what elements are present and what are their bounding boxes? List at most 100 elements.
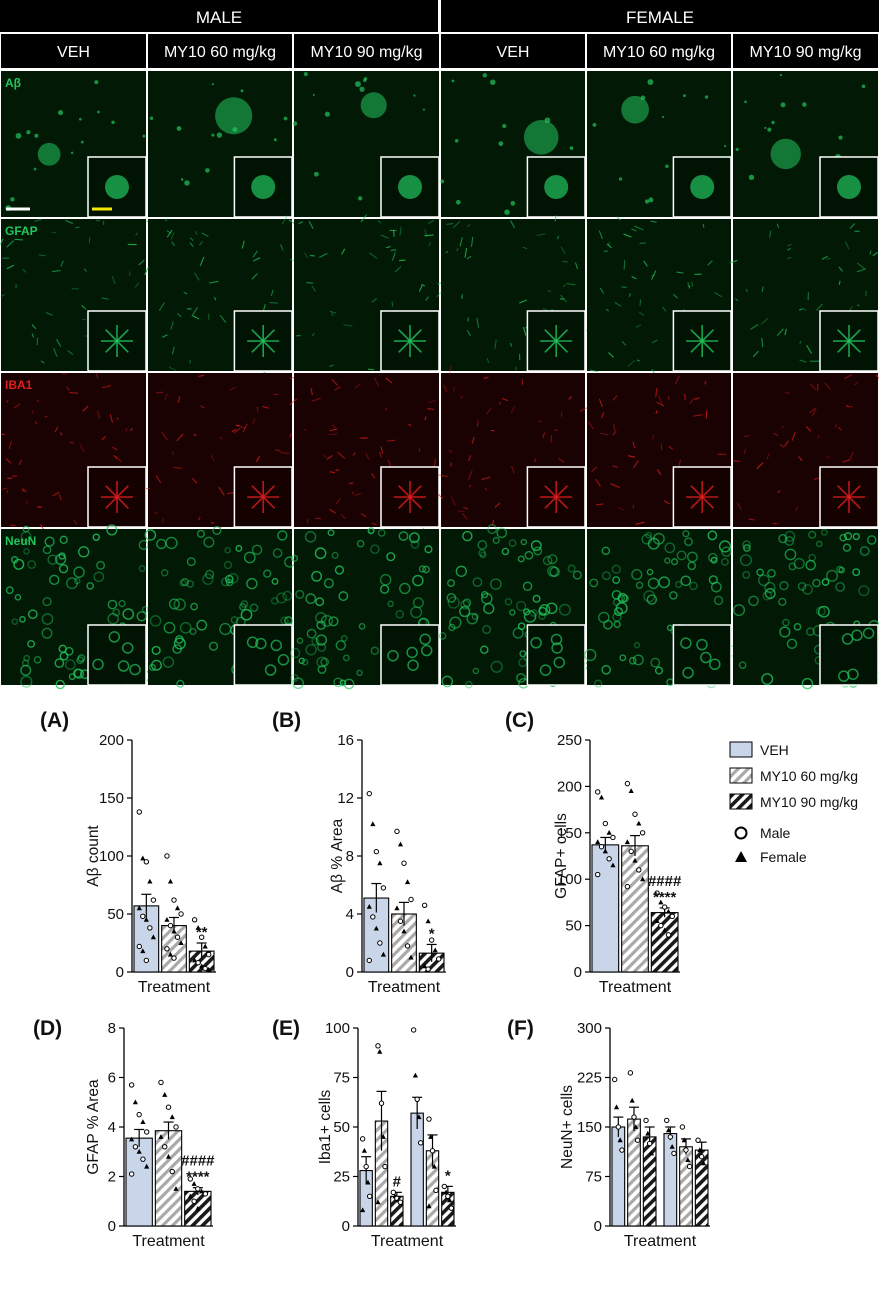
- legend-label: Female: [760, 849, 807, 865]
- neuron-cell: [628, 656, 637, 665]
- inset-plaque: [398, 175, 422, 199]
- neuron-cell: [249, 603, 259, 613]
- plaque-spot: [303, 71, 308, 77]
- inset-plaque: [837, 175, 861, 199]
- column-header-bg: [441, 34, 585, 68]
- cell-process: [606, 243, 612, 249]
- plaque-spot: [451, 79, 455, 83]
- y-tick-label: 0: [594, 1218, 602, 1235]
- neuron-cell: [487, 524, 498, 535]
- data-point-male: [436, 956, 442, 962]
- cell-process: [795, 505, 799, 511]
- legend-label: MY10 90 mg/kg: [760, 794, 858, 810]
- cell-process: [162, 334, 168, 338]
- cell-process: [65, 219, 73, 224]
- cell-process: [241, 240, 245, 249]
- cell-process: [651, 270, 657, 280]
- plaque-spot: [455, 199, 461, 205]
- cell-process: [750, 324, 759, 330]
- neuron-cell: [73, 668, 83, 678]
- cell-process: [638, 311, 645, 316]
- data-point-male: [132, 1144, 139, 1150]
- cell-process: [468, 484, 472, 488]
- plaque-spot: [661, 115, 665, 119]
- bar: [642, 1136, 657, 1227]
- neuron-cell: [538, 604, 551, 616]
- cell-process: [510, 405, 515, 414]
- cell-process: [386, 439, 396, 442]
- cell-process: [766, 453, 770, 460]
- y-tick-label: 2: [108, 1169, 116, 1186]
- cell-process: [310, 388, 313, 396]
- neuron-cell: [20, 531, 32, 542]
- neuron-cell: [118, 599, 126, 608]
- neuron-cell: [263, 569, 272, 578]
- cell-process: [633, 460, 639, 469]
- neuron-cell: [315, 634, 327, 646]
- cell-process: [6, 489, 9, 494]
- neuron-cell: [41, 627, 53, 639]
- neuron-cell: [619, 654, 627, 662]
- neuron-cell: [335, 640, 346, 651]
- cell-process: [328, 433, 338, 436]
- cell-process: [838, 266, 844, 272]
- neuron-cell: [340, 635, 348, 642]
- neuron-cell: [386, 552, 396, 562]
- neuron-cell: [680, 575, 692, 587]
- y-tick-label: 250: [557, 732, 582, 749]
- cell-process: [596, 503, 604, 506]
- data-point-male: [624, 780, 631, 787]
- neuron-cell: [757, 574, 770, 587]
- neuron-cell: [203, 536, 215, 548]
- plaque-spot: [838, 135, 843, 140]
- data-point-female: [136, 905, 142, 911]
- cell-process: [360, 513, 367, 518]
- cell-process: [329, 310, 337, 314]
- cell-process: [329, 508, 336, 514]
- neuron-cell: [806, 627, 815, 637]
- neuron-cell: [852, 568, 861, 577]
- cell-process: [636, 359, 640, 362]
- cell-process: [522, 326, 527, 336]
- data-point-female: [645, 1130, 651, 1136]
- cell-process: [805, 426, 812, 432]
- inset-neuron: [420, 644, 433, 657]
- plaque-spot: [80, 140, 84, 144]
- cell-process: [251, 273, 258, 280]
- neuron-cell: [524, 550, 534, 560]
- micrograph-panel: [587, 373, 732, 528]
- y-tick-label: 225: [577, 1070, 602, 1087]
- cell-process: [332, 424, 336, 429]
- data-point-female: [147, 878, 153, 884]
- inset-cell: [701, 496, 715, 509]
- neuron-cell: [477, 540, 488, 550]
- inset-cell: [690, 496, 703, 509]
- cell-process: [605, 308, 610, 312]
- cell-process: [635, 521, 645, 525]
- neuron-cell: [516, 673, 526, 683]
- cell-process: [138, 259, 145, 266]
- neuron-cell: [748, 595, 759, 607]
- neuron-cell: [631, 568, 643, 581]
- cell-process: [334, 386, 341, 391]
- cell-process: [371, 522, 377, 526]
- cell-process: [501, 397, 509, 402]
- micrograph-panel: [733, 373, 879, 528]
- y-tick-label: 4: [346, 906, 354, 923]
- legend-swatch: [729, 741, 753, 758]
- cell-process: [714, 291, 723, 298]
- neuron-cell: [558, 603, 571, 616]
- neuron-cell: [311, 637, 320, 646]
- cell-process: [612, 395, 618, 401]
- cell-process: [173, 466, 183, 470]
- data-point-male: [171, 955, 177, 961]
- cell-process: [170, 321, 174, 330]
- cell-process: [129, 428, 133, 432]
- cell-process: [498, 401, 502, 405]
- y-tick-label: 25: [333, 1169, 350, 1186]
- data-point-male: [612, 1076, 618, 1083]
- micrograph-grid: MALE FEMALE VEH MY10 60 mg/kg MY10 90 mg/kg V…: [0, 0, 879, 690]
- data-point-male: [394, 828, 400, 835]
- cell-process: [53, 348, 58, 357]
- inset-cell: [544, 340, 557, 353]
